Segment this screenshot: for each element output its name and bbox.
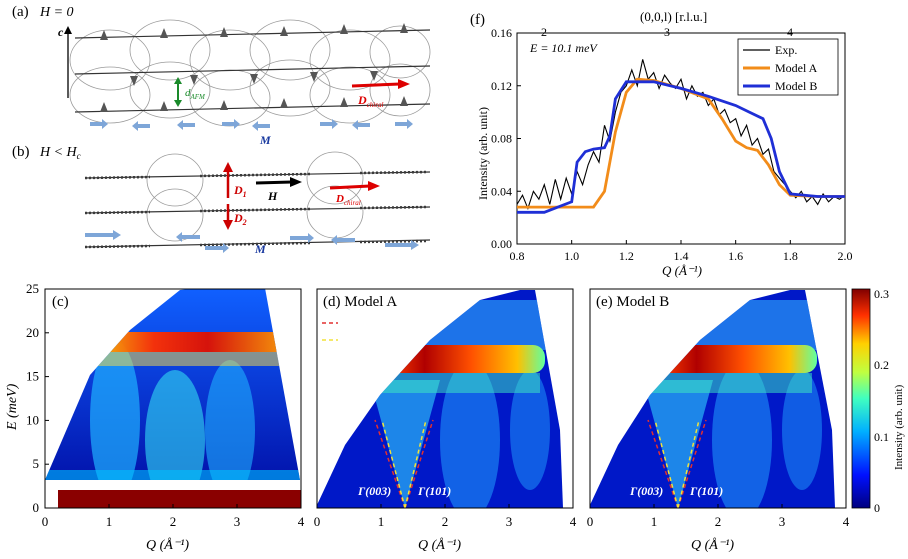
panel-e-gamma-right: Γ(101) xyxy=(689,484,723,498)
c-ytick-label: 15 xyxy=(26,369,39,384)
panel-f-chart: (f) 0.8 1.0 1.2 1.4 1.6 1.8 2.0 0.000.040.080.… xyxy=(470,9,853,278)
f-ytick-label: 0.12 xyxy=(491,79,512,93)
d-chiral-label-b: Dchiral xyxy=(335,193,361,207)
heat-xtick-label: 1 xyxy=(378,514,385,529)
series-model-a xyxy=(517,77,845,209)
f-xtick-label: 1.8 xyxy=(783,249,798,263)
heat-xtick-label: 0 xyxy=(587,514,594,529)
heat-xtick-label: 2 xyxy=(442,514,449,529)
panel-f-ylabel: Intensity (arb. unit) xyxy=(476,107,490,200)
f-xtick-label: 0.8 xyxy=(510,249,525,263)
panel-f-top-tick-2: 2 xyxy=(541,25,547,39)
panel-f-tag: (f) xyxy=(470,12,485,28)
panel-c-heatmap: (c) 0 5 10 15 20 25 0 1 2 3 4 E (meV) Q (Å⁻¹) xyxy=(5,281,305,553)
panel-f-xlabel: Q (Å⁻¹) xyxy=(662,263,702,278)
panel-b-tag: (b) xyxy=(12,144,30,160)
m-label-a: M xyxy=(259,133,271,147)
panel-e-heatmap: (e) Model B Γ(003) Γ(101) 0 1 2 3 4 Q (Å⁻¹) xyxy=(587,288,850,553)
c-ytick-label: 20 xyxy=(26,325,39,340)
c-ytick-label: 0 xyxy=(33,500,40,515)
heat-xtick-label: 4 xyxy=(570,514,577,529)
f-xtick-label: 2.0 xyxy=(838,249,853,263)
series-model-b xyxy=(517,80,845,214)
colorbar-tick-0: 0 xyxy=(874,501,880,515)
d-chiral-label-a: Dchiral xyxy=(357,93,383,109)
panel-f-annotation: E = 10.1 meV xyxy=(529,41,598,55)
f-xtick-label: 1.2 xyxy=(619,249,634,263)
legend-exp: Exp. xyxy=(775,43,797,57)
m-label-b: M xyxy=(254,242,266,256)
heat-xtick-label: 0 xyxy=(42,514,49,529)
panel-a-tag: (a) xyxy=(12,4,29,20)
c-axis-label: c xyxy=(58,25,64,39)
heat-xtick-label: 4 xyxy=(298,514,305,529)
f-xtick-label: 1.0 xyxy=(564,249,579,263)
heat-xtick-label: 3 xyxy=(779,514,786,529)
panel-d-x-ticks: 0 1 2 3 4 xyxy=(314,504,577,529)
panel-f-top-axis-label: (0,0,l) [r.l.u.] xyxy=(640,9,707,24)
colorbar-gradient xyxy=(851,288,871,509)
panel-e-xlabel: Q (Å⁻¹) xyxy=(691,537,734,553)
panel-c-elastic-band xyxy=(58,490,301,508)
h-label: H xyxy=(267,189,278,203)
colorbar-tick-03: 0.3 xyxy=(874,287,889,301)
panel-b-field: H < Hc xyxy=(39,145,81,161)
heat-xtick-label: 1 xyxy=(651,514,658,529)
heat-xtick-label: 2 xyxy=(170,514,177,529)
legend-model-a: Model A xyxy=(775,61,818,75)
heat-xtick-label: 3 xyxy=(234,514,241,529)
panel-f-series xyxy=(516,59,846,214)
panel-f-y-ticks: 0.00 0.04 0.08 0.12 0.16 xyxy=(491,26,521,251)
c-ytick-label: 25 xyxy=(26,281,39,296)
colorbar-tick-02: 0.2 xyxy=(874,358,889,372)
f-ytick-label: 0.16 xyxy=(491,26,512,40)
legend-model-b: Model B xyxy=(775,79,817,93)
d1-label: D1 xyxy=(233,183,247,199)
colorbar-tick-01: 0.1 xyxy=(874,430,889,444)
heat-xtick-label: 3 xyxy=(506,514,513,529)
colorbar: 0.3 0.2 0.1 0 Intensity (arb. unit) xyxy=(851,287,905,515)
heat-xtick-label: 1 xyxy=(106,514,113,529)
panel-a-field: H = 0 xyxy=(39,5,74,20)
heat-xtick-label: 4 xyxy=(843,514,850,529)
f-ytick-label: 0.08 xyxy=(491,132,512,146)
d-afm-label: dAFM xyxy=(185,87,206,101)
panel-d-xlabel: Q (Å⁻¹) xyxy=(418,537,461,553)
panel-e-gamma-left: Γ(003) xyxy=(629,484,663,498)
panel-f-x-ticks: 0.8 1.0 1.2 1.4 1.6 1.8 2.0 xyxy=(510,240,853,263)
panel-a-structure: (a) H = 0 c dAFM Dchiral xyxy=(12,4,431,147)
c-ytick-label: 5 xyxy=(33,456,40,471)
f-ytick-label: 0.04 xyxy=(491,184,512,198)
panel-c-ylabel: E (meV) xyxy=(5,383,20,431)
f-xtick-label: 1.4 xyxy=(674,249,689,263)
panel-b-structure: (b) H < Hc D1 D2 H Dchiral xyxy=(12,144,431,256)
panel-d-heatmap: (d) Model A Γ(003) to A Γ(101) to L Γ(00… xyxy=(314,288,577,553)
panel-c-y-ticks: 0 5 10 15 20 25 xyxy=(26,281,49,515)
panel-d-legend-a: Γ(003) to A xyxy=(342,318,394,330)
panel-f-top-tick-3: 3 xyxy=(664,25,670,39)
heat-xtick-label: 2 xyxy=(715,514,722,529)
panel-d-gamma-right: Γ(101) xyxy=(417,484,451,498)
panel-c-xlabel: Q (Å⁻¹) xyxy=(146,537,189,553)
f-xtick-label: 1.6 xyxy=(728,249,743,263)
c-ytick-label: 10 xyxy=(26,412,39,427)
heat-xtick-label: 0 xyxy=(314,514,321,529)
panel-d-legend-b: Γ(101) to L xyxy=(342,335,393,347)
panel-c-tag: (c) xyxy=(52,294,69,310)
colorbar-label: Intensity (arb. unit) xyxy=(893,384,905,470)
d2-label: D2 xyxy=(233,211,247,227)
panel-f-top-tick-4: 4 xyxy=(787,25,793,39)
panel-c-x-ticks: 0 1 2 3 4 xyxy=(42,504,305,529)
panel-d-gamma-left: Γ(003) xyxy=(357,484,391,498)
f-ytick-label: 0.00 xyxy=(491,237,512,251)
panel-e-tag: (e) Model B xyxy=(596,294,669,310)
panel-f-legend: Exp. Model A Model B xyxy=(737,38,839,96)
panel-e-x-ticks: 0 1 2 3 4 xyxy=(587,504,850,529)
panel-d-tag: (d) Model A xyxy=(323,294,397,310)
